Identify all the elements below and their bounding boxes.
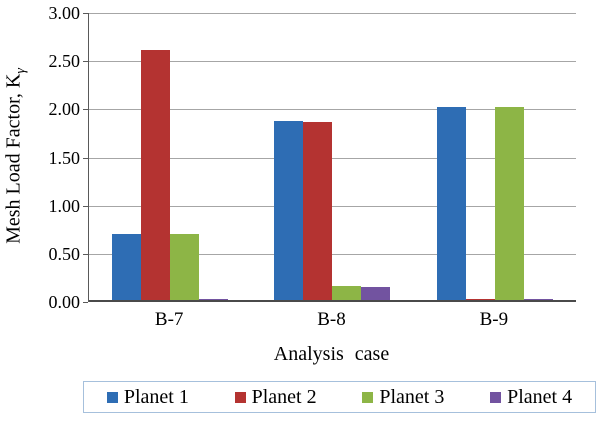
y-tick-mark [83, 158, 88, 159]
bar-planet-4-b-8 [361, 287, 391, 300]
bar-planet-2-b-7 [141, 50, 171, 300]
legend: Planet 1 Planet 2 Planet 3 Planet 4 [83, 381, 596, 413]
bar-planet-1-b-7 [112, 234, 142, 300]
y-tick-mark [83, 254, 88, 255]
plot-area [88, 13, 576, 302]
x-category-label-b-8: B-8 [317, 309, 346, 330]
y-tick-mark [83, 109, 88, 110]
y-tick-mark [83, 302, 88, 303]
legend-item-planet-2: Planet 2 [234, 383, 317, 411]
legend-swatch-icon [362, 391, 374, 403]
legend-item-planet-1: Planet 1 [106, 383, 189, 411]
gridline [89, 254, 576, 255]
bar-planet-4-b-7 [199, 299, 229, 300]
y-tick-mark [83, 61, 88, 62]
y-axis-title: Mesh Load Factor, Kγ [3, 68, 30, 244]
y-axis-tick-labels: 0.00 0.50 1.00 1.50 2.00 2.50 3.00 [30, 4, 82, 311]
legend-label: Planet 3 [379, 386, 445, 408]
legend-swatch-icon [490, 391, 502, 403]
y-axis-title-text: Mesh Load Factor, K [2, 73, 25, 244]
y-tick-label: 3.00 [48, 3, 81, 23]
y-tick-label: 2.50 [48, 51, 81, 72]
legend-label: Planet 4 [507, 386, 573, 408]
legend-item-planet-4: Planet 4 [490, 383, 572, 411]
bar-planet-4-b-9 [523, 299, 553, 300]
x-axis-category-labels: B-7 B-8 B-9 [88, 309, 575, 331]
x-axis-title: Analysis case [273, 343, 390, 365]
x-axis-line [89, 300, 576, 302]
y-tick-label: 1.00 [48, 195, 81, 216]
legend-swatch-icon [106, 391, 118, 403]
gridline [89, 61, 576, 62]
bar-planet-2-b-9 [465, 299, 495, 300]
bar-planet-3-b-8 [332, 286, 362, 300]
legend-items: Planet 1 Planet 2 Planet 3 Planet 4 [84, 382, 595, 412]
bar-group-b-7 [89, 13, 251, 300]
bar-groups [89, 13, 576, 300]
y-tick-mark [83, 13, 88, 14]
legend-label: Planet 1 [123, 386, 189, 408]
gridline [89, 206, 576, 207]
bar-planet-3-b-9 [494, 107, 524, 300]
y-axis-title-subscript: γ [13, 68, 29, 74]
y-tick-label: 0.00 [48, 292, 81, 312]
x-category-label-b-9: B-9 [479, 309, 509, 330]
bar-planet-1-b-9 [436, 107, 466, 300]
gridline [89, 109, 576, 110]
legend-item-planet-3: Planet 3 [362, 383, 444, 411]
y-tick-label: 2.00 [48, 99, 81, 120]
y-tick-label: 1.50 [48, 147, 81, 168]
y-tick-mark [83, 206, 88, 207]
gridline [89, 158, 576, 159]
legend-swatch-icon [234, 391, 246, 403]
gridline [89, 13, 576, 14]
bar-planet-2-b-8 [303, 122, 333, 300]
bar-planet-1-b-8 [274, 121, 304, 300]
y-tick-label: 0.50 [48, 243, 81, 264]
x-category-label-b-7: B-7 [154, 309, 184, 330]
bar-group-b-8 [251, 13, 413, 300]
y-axis-tick-marks [83, 13, 88, 303]
bar-planet-3-b-7 [170, 234, 200, 300]
bar-group-b-9 [414, 13, 576, 300]
legend-label: Planet 2 [251, 386, 317, 408]
